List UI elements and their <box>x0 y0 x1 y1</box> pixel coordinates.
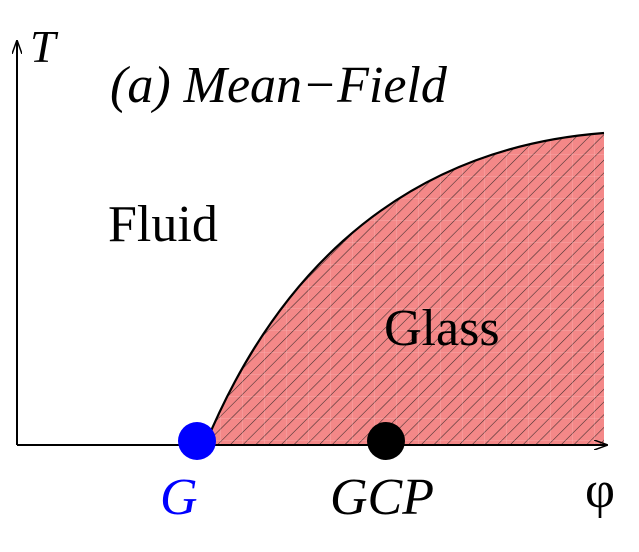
g-point <box>178 422 216 460</box>
glass-region-label: Glass <box>384 300 500 357</box>
phase-boundary-curve <box>203 131 605 446</box>
x-axis-label: φ <box>585 462 615 519</box>
gcp-point-label: GCP <box>330 469 434 526</box>
gcp-point <box>367 422 405 460</box>
g-point-label: G <box>160 469 198 526</box>
glass-region-grid <box>205 133 604 445</box>
fluid-region-label: Fluid <box>108 196 218 253</box>
diagram-title: (a) Mean−Field <box>110 57 448 114</box>
y-axis-label: T <box>30 21 59 72</box>
